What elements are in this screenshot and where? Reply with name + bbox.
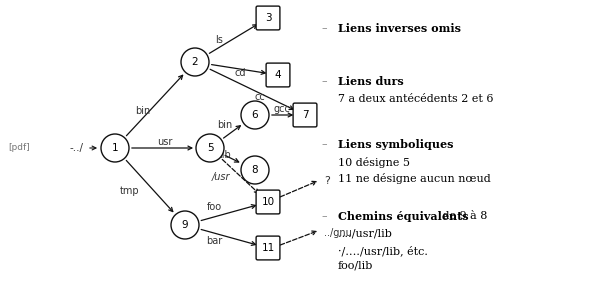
Text: –: – <box>322 76 330 86</box>
FancyBboxPatch shape <box>256 190 280 214</box>
Text: ../gnu: ../gnu <box>324 228 352 238</box>
Text: ?: ? <box>324 176 330 186</box>
FancyBboxPatch shape <box>266 63 290 87</box>
Text: 10 désigne 5: 10 désigne 5 <box>338 157 410 168</box>
Text: 3: 3 <box>265 13 272 23</box>
Circle shape <box>181 48 209 76</box>
Text: –: – <box>322 211 330 221</box>
Text: cd: cd <box>235 68 246 77</box>
FancyBboxPatch shape <box>256 236 280 260</box>
Text: –: – <box>322 23 330 33</box>
Text: 4: 4 <box>275 70 281 80</box>
Text: foo/lib: foo/lib <box>338 261 373 271</box>
Circle shape <box>171 211 199 239</box>
Text: 11: 11 <box>261 243 275 253</box>
Text: 5: 5 <box>207 143 213 153</box>
Text: 10: 10 <box>261 197 275 207</box>
Circle shape <box>241 156 269 184</box>
Text: gcc: gcc <box>273 104 291 114</box>
Text: /usr: /usr <box>211 172 230 182</box>
Text: Liens inverses omis: Liens inverses omis <box>338 23 461 34</box>
Text: bar: bar <box>207 235 223 246</box>
Circle shape <box>101 134 129 162</box>
Text: [pdf]: [pdf] <box>8 144 30 153</box>
FancyBboxPatch shape <box>256 6 280 30</box>
Text: ‥‥/usr/lib: ‥‥/usr/lib <box>338 229 393 239</box>
Text: ls: ls <box>216 35 223 45</box>
Text: de 9 à 8: de 9 à 8 <box>439 211 487 221</box>
Text: ·/‥‥/usr/lib, étc.: ·/‥‥/usr/lib, étc. <box>338 245 428 256</box>
Text: 2: 2 <box>192 57 199 67</box>
Text: cc: cc <box>254 91 265 102</box>
Text: bin: bin <box>217 120 232 131</box>
Text: Chemins équivalents: Chemins équivalents <box>338 211 468 222</box>
Text: tmp: tmp <box>120 185 140 195</box>
Text: 7: 7 <box>302 110 308 120</box>
Text: 6: 6 <box>252 110 258 120</box>
Text: 11 ne désigne aucun nœud: 11 ne désigne aucun nœud <box>338 173 491 184</box>
Text: 7 a deux antécédents 2 et 6: 7 a deux antécédents 2 et 6 <box>338 94 493 104</box>
Circle shape <box>196 134 224 162</box>
Text: lib: lib <box>219 150 230 160</box>
Text: Liens durs: Liens durs <box>338 76 404 87</box>
Text: 9: 9 <box>181 220 188 230</box>
Text: foo: foo <box>207 203 222 212</box>
FancyBboxPatch shape <box>293 103 317 127</box>
Circle shape <box>241 101 269 129</box>
Text: bin: bin <box>135 106 151 116</box>
Text: usr: usr <box>157 137 172 147</box>
Text: –: – <box>322 139 330 149</box>
Text: 8: 8 <box>252 165 258 175</box>
Text: 1: 1 <box>112 143 118 153</box>
Text: -../: -../ <box>69 143 83 153</box>
Text: Liens symboliques: Liens symboliques <box>338 139 454 150</box>
